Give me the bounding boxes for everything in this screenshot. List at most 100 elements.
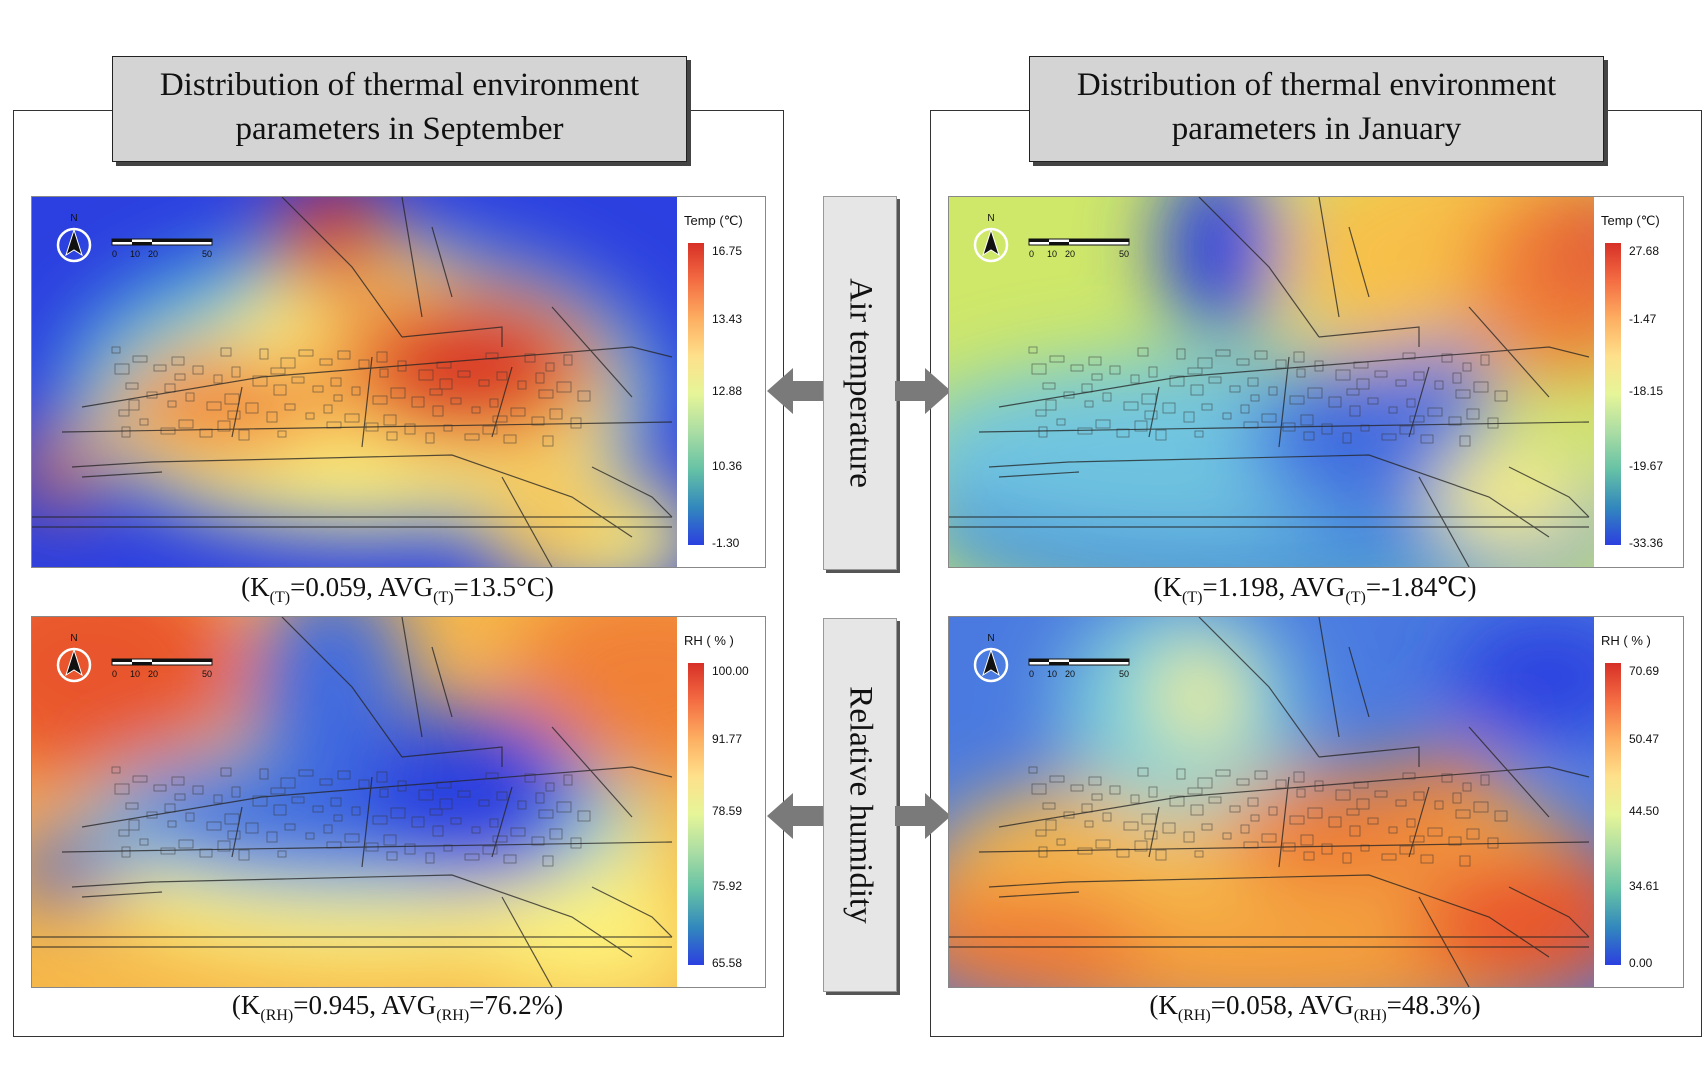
legend-tick: 50.47: [1629, 732, 1659, 746]
heat-blob: [1409, 337, 1489, 417]
right-arrow-temp-icon: [895, 368, 951, 414]
january-humidity-map: N 0 10 20 50 RH ( % ) 70.69 50.47 44.50 34.61 0.00: [948, 616, 1684, 988]
scale-label: 0: [1029, 669, 1034, 679]
buildings: [1028, 766, 1508, 867]
legend-tick: 91.77: [712, 732, 742, 746]
scale-label: 20: [1065, 249, 1075, 259]
sep_temp-map-svg: N 0 10 20 50 Temp (℃) 16.75 13.43 12.88 10.36 -1.3…: [32, 197, 743, 567]
january-humidity-caption: (K(RH)=0.058, AVG(RH)=48.3%): [1149, 990, 1481, 1024]
january-temperature-map: N 0 10 20 50 Temp (℃) 27.68 -1.47 -18.15 -19.67 -3…: [948, 196, 1684, 568]
scale-bar: 0 10 20 50: [1028, 238, 1130, 259]
september-humidity-caption: (K(RH)=0.945, AVG(RH)=76.2%): [231, 990, 564, 1024]
scale-label: 20: [148, 249, 158, 259]
scale-label: 0: [112, 249, 117, 259]
heat-blob: [1159, 197, 1279, 337]
september-title: Distribution of thermal environment para…: [112, 56, 687, 162]
scale-label: 0: [112, 669, 117, 679]
legend: RH ( % ) 70.69 50.47 44.50 34.61 0.00: [1601, 633, 1659, 970]
air-temperature-label-box: Air temperature: [823, 196, 897, 570]
legend-tick: 34.61: [1629, 879, 1659, 893]
legend-title: Temp (℃): [684, 213, 743, 228]
north-arrow-icon: N: [56, 213, 92, 263]
north-arrow-icon: N: [56, 633, 92, 683]
scale-label: 20: [1065, 669, 1075, 679]
legend-tick: 16.75: [712, 244, 742, 258]
air-temperature-label: Air temperature: [842, 278, 879, 488]
sep_rh-map-svg: N 0 10 20 50 RH ( % ) 100.00 91.77 78.59 75.92 65.…: [32, 617, 749, 987]
village-roads: [949, 617, 1590, 987]
scale-bar: 0 10 20 50: [1028, 658, 1130, 679]
legend-tick: 12.88: [712, 384, 742, 398]
heat-blob: [112, 357, 332, 457]
legend-tick: -1.47: [1629, 312, 1657, 326]
buildings: [111, 346, 591, 447]
relative-humidity-label: Relative humidity: [842, 686, 879, 924]
heat-blob: [32, 837, 132, 897]
heat-blob: [362, 297, 582, 437]
heat-blob: [32, 427, 102, 507]
north-arrow-icon: N: [973, 633, 1009, 683]
legend-tick: 65.58: [712, 956, 742, 970]
legend-tick: 10.36: [712, 459, 742, 473]
buildings: [1028, 346, 1508, 447]
scale-label: 50: [202, 669, 212, 679]
scale-label: 50: [1119, 249, 1129, 259]
legend-tick: 70.69: [1629, 664, 1659, 678]
legend-tick: 78.59: [712, 804, 742, 818]
jan_rh-map-svg: N 0 10 20 50 RH ( % ) 70.69 50.47 44.50 34.61 0.00: [949, 617, 1659, 987]
legend-tick: -18.15: [1629, 384, 1663, 398]
scale-label: 10: [130, 249, 140, 259]
heat-blob: [1549, 197, 1594, 296]
legend: Temp (℃) 16.75 13.43 12.88 10.36 -1.30: [684, 213, 743, 550]
right-arrow-rh-icon: [895, 793, 951, 839]
north-label: N: [70, 213, 77, 224]
legend-tick: 75.92: [712, 879, 742, 893]
september-title-line2: parameters in September: [235, 111, 564, 147]
january-title: Distribution of thermal environment para…: [1029, 56, 1604, 162]
september-temperature-caption: (K(T)=0.059, AVG(T)=13.5°C): [241, 572, 554, 606]
legend-tick: 13.43: [712, 312, 742, 326]
legend: RH ( % ) 100.00 91.77 78.59 75.92 65.58: [684, 633, 749, 970]
north-arrow-icon: N: [973, 213, 1009, 263]
september-title-line1: Distribution of thermal environment: [159, 67, 640, 103]
scale-label: 0: [1029, 249, 1034, 259]
heat-blob: [1449, 617, 1594, 737]
heat-blob: [1399, 747, 1499, 827]
north-label: N: [987, 213, 994, 224]
legend-tick: -33.36: [1629, 536, 1663, 550]
legend-tick: -1.30: [712, 536, 740, 550]
legend-tick: 0.00: [1629, 956, 1653, 970]
scale-label: 50: [1119, 669, 1129, 679]
left-arrow-temp-icon: [767, 368, 823, 414]
heat-blob: [1159, 647, 1239, 747]
relative-humidity-label-box: Relative humidity: [823, 618, 897, 992]
jan_temp-map-svg: N 0 10 20 50 Temp (℃) 27.68 -1.47 -18.15 -19.67 -3…: [949, 197, 1663, 567]
january-temperature-caption: (K(T)=1.198, AVG(T)=-1.84℃): [1153, 572, 1477, 606]
september-humidity-map: N 0 10 20 50 RH ( % ) 100.00 91.77 78.59 75.92 65.…: [31, 616, 766, 988]
legend-title: RH ( % ): [1601, 633, 1651, 648]
legend-tick: 100.00: [712, 664, 749, 678]
scale-label: 10: [130, 669, 140, 679]
legend-tick: 27.68: [1629, 244, 1659, 258]
scale-bar: 0 10 20 50: [111, 238, 213, 259]
legend: Temp (℃) 27.68 -1.47 -18.15 -19.67 -33.36: [1601, 213, 1663, 550]
buildings: [111, 766, 591, 867]
legend-tick: 44.50: [1629, 804, 1659, 818]
heat-blob: [252, 617, 412, 797]
heat-blob: [482, 897, 677, 987]
north-label: N: [70, 633, 77, 644]
left-arrow-rh-icon: [767, 793, 823, 839]
legend-tick: -19.67: [1629, 459, 1663, 473]
january-title-line1: Distribution of thermal environment: [1076, 67, 1557, 103]
legend-title: Temp (℃): [1601, 213, 1660, 228]
scale-label: 20: [148, 669, 158, 679]
scale-label: 50: [202, 249, 212, 259]
scale-bar: 0 10 20 50: [111, 658, 213, 679]
scale-label: 10: [1047, 669, 1057, 679]
heat-blob: [1229, 777, 1429, 897]
north-label: N: [987, 633, 994, 644]
heat-blob: [362, 707, 582, 887]
scale-label: 10: [1047, 249, 1057, 259]
heat-blob: [1429, 447, 1589, 547]
september-temperature-map: N 0 10 20 50 Temp (℃) 16.75 13.43 12.88 10.36 -1.3…: [31, 196, 766, 568]
